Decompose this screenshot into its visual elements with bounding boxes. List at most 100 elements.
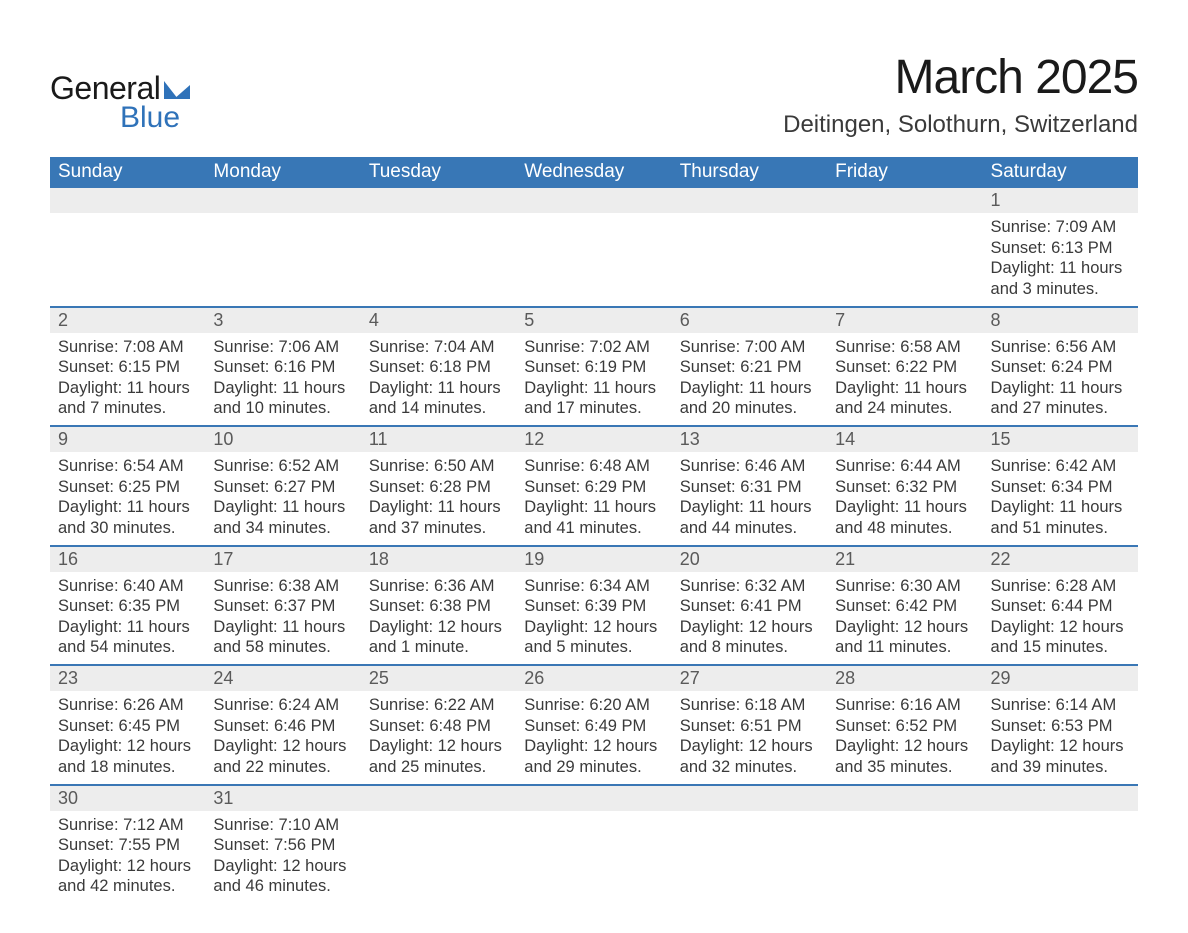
- day-number: 8: [983, 308, 1138, 333]
- day-number: [361, 188, 516, 213]
- daylight-line: Daylight: 12 hours: [680, 617, 819, 638]
- day-info: Sunrise: 6:44 AMSunset: 6:32 PMDaylight:…: [827, 452, 982, 545]
- sunset-line: Sunset: 6:46 PM: [213, 716, 352, 737]
- day-info: [205, 213, 360, 306]
- day-number: 27: [672, 666, 827, 691]
- daylight-line: Daylight: 11 hours: [524, 378, 663, 399]
- sunset-line: Sunset: 6:41 PM: [680, 596, 819, 617]
- day-number: 21: [827, 547, 982, 572]
- day-number: 25: [361, 666, 516, 691]
- sunrise-line: Sunrise: 6:40 AM: [58, 576, 197, 597]
- day-number: 22: [983, 547, 1138, 572]
- month-title: March 2025: [783, 50, 1138, 105]
- day-info: Sunrise: 6:28 AMSunset: 6:44 PMDaylight:…: [983, 572, 1138, 665]
- sunset-line: Sunset: 6:52 PM: [835, 716, 974, 737]
- sunset-line: Sunset: 6:15 PM: [58, 357, 197, 378]
- daylight-line: Daylight: 12 hours: [835, 617, 974, 638]
- info-row: Sunrise: 6:40 AMSunset: 6:35 PM Daylight:…: [50, 572, 1138, 665]
- day-info: Sunrise: 6:38 AMSunset: 6:37 PMDaylight:…: [205, 572, 360, 665]
- sunrise-line: Sunrise: 7:00 AM: [680, 337, 819, 358]
- day-info: Sunrise: 7:09 AMSunset: 6:13 PMDaylight:…: [983, 213, 1138, 306]
- day-number: [827, 786, 982, 811]
- sunset-line: Sunset: 6:32 PM: [835, 477, 974, 498]
- weekday-header: Wednesday: [516, 157, 671, 187]
- daylight-line: Daylight: 12 hours: [58, 856, 197, 877]
- day-info: [827, 811, 982, 904]
- sunrise-line: Sunrise: 7:04 AM: [369, 337, 508, 358]
- day-info: [361, 811, 516, 904]
- day-info: Sunrise: 6:32 AMSunset: 6:41 PMDaylight:…: [672, 572, 827, 665]
- day-info: Sunrise: 6:26 AMSunset: 6:45 PMDaylight:…: [50, 691, 205, 784]
- daynum-row: 9101112131415: [50, 425, 1138, 452]
- daylight-line: and 46 minutes.: [213, 876, 352, 897]
- sunset-line: Sunset: 6:38 PM: [369, 596, 508, 617]
- daylight-line: Daylight: 12 hours: [991, 617, 1130, 638]
- daylight-line: Daylight: 11 hours: [680, 378, 819, 399]
- sunset-line: Sunset: 6:39 PM: [524, 596, 663, 617]
- sunrise-line: Sunrise: 6:14 AM: [991, 695, 1130, 716]
- logo-text-blue: Blue: [120, 101, 180, 135]
- daylight-line: and 15 minutes.: [991, 637, 1130, 658]
- weekday-header: Thursday: [672, 157, 827, 187]
- day-info: Sunrise: 6:42 AMSunset: 6:34 PMDaylight:…: [983, 452, 1138, 545]
- daylight-line: and 17 minutes.: [524, 398, 663, 419]
- sunrise-line: Sunrise: 6:54 AM: [58, 456, 197, 477]
- daylight-line: and 7 minutes.: [58, 398, 197, 419]
- daylight-line: and 34 minutes.: [213, 518, 352, 539]
- day-info: Sunrise: 7:00 AMSunset: 6:21 PMDaylight:…: [672, 333, 827, 426]
- daynum-row: 23242526272829: [50, 664, 1138, 691]
- day-number: [516, 786, 671, 811]
- sunrise-line: Sunrise: 6:52 AM: [213, 456, 352, 477]
- daylight-line: and 44 minutes.: [680, 518, 819, 539]
- daylight-line: Daylight: 12 hours: [369, 617, 508, 638]
- day-info: Sunrise: 7:10 AMSunset: 7:56 PMDaylight:…: [205, 811, 360, 904]
- day-number: 29: [983, 666, 1138, 691]
- daylight-line: Daylight: 11 hours: [58, 378, 197, 399]
- day-number: [205, 188, 360, 213]
- day-info: [672, 213, 827, 306]
- weekday-header: Monday: [205, 157, 360, 187]
- daylight-line: Daylight: 12 hours: [991, 736, 1130, 757]
- sunset-line: Sunset: 6:19 PM: [524, 357, 663, 378]
- day-number: 13: [672, 427, 827, 452]
- day-info: [516, 811, 671, 904]
- day-number: 5: [516, 308, 671, 333]
- daynum-row: 3031: [50, 784, 1138, 811]
- sunrise-line: Sunrise: 6:34 AM: [524, 576, 663, 597]
- day-number: 4: [361, 308, 516, 333]
- day-number: 1: [983, 188, 1138, 213]
- day-number: [827, 188, 982, 213]
- sunrise-line: Sunrise: 6:48 AM: [524, 456, 663, 477]
- daylight-line: and 10 minutes.: [213, 398, 352, 419]
- daylight-line: and 25 minutes.: [369, 757, 508, 778]
- day-info: Sunrise: 7:12 AMSunset: 7:55 PMDaylight:…: [50, 811, 205, 904]
- sunset-line: Sunset: 6:51 PM: [680, 716, 819, 737]
- day-number: 23: [50, 666, 205, 691]
- day-number: [672, 786, 827, 811]
- day-info: Sunrise: 6:16 AMSunset: 6:52 PMDaylight:…: [827, 691, 982, 784]
- day-info: Sunrise: 6:18 AMSunset: 6:51 PMDaylight:…: [672, 691, 827, 784]
- day-number: 26: [516, 666, 671, 691]
- daylight-line: Daylight: 12 hours: [58, 736, 197, 757]
- day-number: [672, 188, 827, 213]
- daylight-line: Daylight: 11 hours: [991, 258, 1130, 279]
- day-number: 15: [983, 427, 1138, 452]
- sunset-line: Sunset: 6:34 PM: [991, 477, 1130, 498]
- day-number: 19: [516, 547, 671, 572]
- sunset-line: Sunset: 6:22 PM: [835, 357, 974, 378]
- sunrise-line: Sunrise: 6:16 AM: [835, 695, 974, 716]
- sunrise-line: Sunrise: 6:18 AM: [680, 695, 819, 716]
- sunset-line: Sunset: 6:48 PM: [369, 716, 508, 737]
- sunset-line: Sunset: 6:42 PM: [835, 596, 974, 617]
- info-row: Sunrise: 7:12 AMSunset: 7:55 PMDaylight:…: [50, 811, 1138, 904]
- daylight-line: and 22 minutes.: [213, 757, 352, 778]
- day-info: [827, 213, 982, 306]
- calendar-body: 1Sunrise: 7:09 AMSunset: 6:13 PMDaylight…: [50, 187, 1138, 903]
- daylight-line: and 3 minutes.: [991, 279, 1130, 300]
- sunset-line: Sunset: 6:35 PM: [58, 596, 197, 617]
- sunrise-line: Sunrise: 6:30 AM: [835, 576, 974, 597]
- daylight-line: and 8 minutes.: [680, 637, 819, 658]
- day-number: 31: [205, 786, 360, 811]
- daylight-line: and 58 minutes.: [213, 637, 352, 658]
- sunrise-line: Sunrise: 6:36 AM: [369, 576, 508, 597]
